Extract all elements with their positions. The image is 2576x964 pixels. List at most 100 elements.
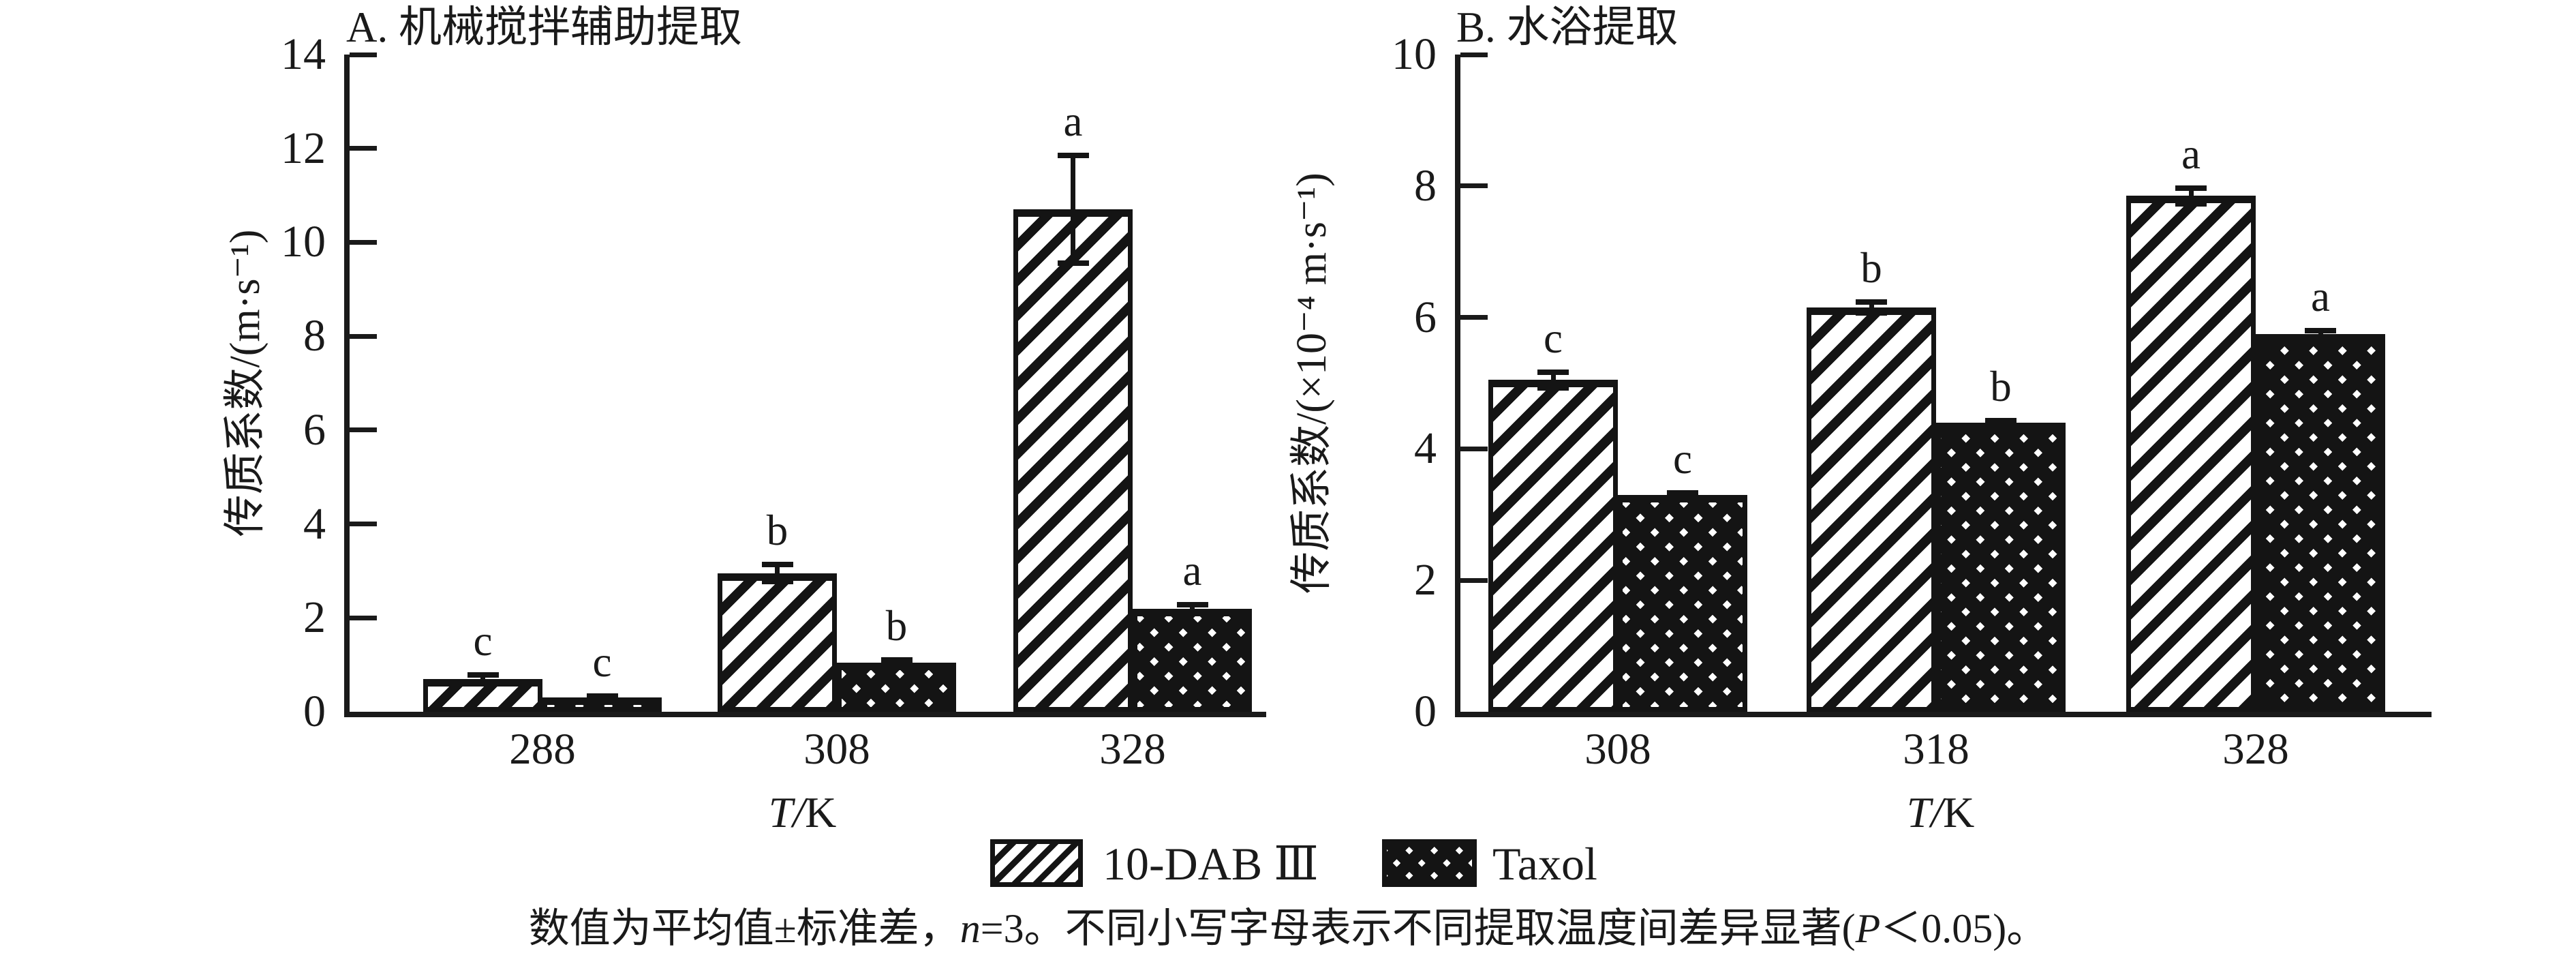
error-bar-cap-top: [761, 562, 793, 568]
bar-taxol-318: [1936, 422, 2066, 712]
x-axis-category-label: 308: [1584, 725, 1651, 774]
bar-10dab-328: [2126, 196, 2256, 712]
error-bar-cap-top: [1057, 153, 1089, 159]
y-axis-tick-label: 10: [1392, 29, 1437, 79]
bar-10dab-328: [1013, 209, 1133, 712]
y-axis-tick-label: 14: [281, 29, 326, 79]
y-axis-tick: [350, 239, 377, 245]
bar-taxol-308: [1618, 494, 1747, 712]
y-axis-tick: [1460, 52, 1488, 57]
panel-a-x-axis-title: T/K: [768, 788, 837, 837]
bar-taxol-328: [1133, 608, 1252, 712]
y-axis-tick-label: 8: [1414, 160, 1437, 211]
significance-letter: c: [1673, 435, 1692, 483]
error-bar-cap-bottom: [761, 579, 793, 585]
legend-label-taxol: Taxol: [1492, 838, 1597, 890]
error-bar-stem: [1550, 372, 1556, 388]
error-bar-cap-bottom: [2175, 200, 2207, 207]
y-axis-tick: [1460, 577, 1488, 583]
y-axis-tick: [1460, 183, 1488, 189]
panel-b-y-axis-label: 传质系数/(×10⁻⁴ m·s⁻¹): [1289, 172, 1335, 594]
error-bar-cap-bottom: [880, 662, 913, 668]
y-axis-tick-label: 6: [303, 404, 326, 455]
legend-swatch-diagonal-stripes-icon: [990, 839, 1083, 887]
error-bar-cap-bottom: [467, 680, 499, 686]
significance-letter: b: [766, 507, 788, 555]
bar-taxol-328: [2256, 333, 2385, 712]
legend-swatch-diamond-crosshatch-icon: [1382, 839, 1477, 887]
panel-b-x-axis-title: T/K: [1906, 788, 1975, 837]
y-axis-tick: [350, 522, 377, 527]
caption-segment: =3。不同小写字母表示不同提取温度间差异显著(: [980, 906, 1856, 951]
error-bar-stem: [1869, 302, 1874, 313]
significance-letter: a: [2181, 130, 2201, 178]
error-bar-stem: [2318, 330, 2323, 337]
x-axis-category-label: 288: [509, 725, 576, 774]
significance-letter: a: [1182, 547, 1202, 595]
bar-10dab-308: [718, 573, 837, 712]
y-axis-tick: [1460, 315, 1488, 320]
y-axis-tick-label: 0: [1414, 687, 1437, 736]
y-axis-tick: [350, 52, 377, 57]
error-bar-cap-top: [1667, 490, 1698, 496]
y-axis-tick-label: 10: [281, 217, 326, 267]
y-axis-tick-label: 0: [303, 687, 326, 736]
y-axis-tick-label: 4: [1414, 423, 1437, 474]
error-bar-cap-bottom: [1985, 421, 2017, 427]
bar-10dab-318: [1807, 307, 1936, 712]
error-bar-cap-top: [1856, 299, 1887, 305]
error-bar-stem: [2188, 187, 2194, 204]
panel-a-title: A. 机械搅拌辅助提取: [346, 3, 742, 51]
x-axis-category-label: 328: [1099, 725, 1166, 774]
error-bar-cap-top: [2305, 327, 2336, 333]
caption-segment: n: [960, 906, 981, 951]
panel-b-plot-area: 0 2 4 6 8 10 308 c c 318 b b 328 a a: [1392, 32, 2432, 773]
x-axis-category-label: 318: [1903, 725, 1969, 774]
significance-letter: c: [1544, 314, 1563, 362]
y-axis-tick: [350, 615, 377, 620]
significance-letter: c: [592, 638, 612, 687]
y-axis-tick: [350, 427, 377, 433]
panel-a-plot-area: 0 2 4 6 8 10 12 14 288 c c 308 b b 328 a a: [281, 32, 1266, 773]
y-axis-tick-label: 8: [303, 311, 326, 361]
bar-taxol-308: [837, 662, 956, 712]
error-bar-cap-bottom: [1176, 609, 1208, 616]
y-axis-tick-label: 2: [303, 592, 326, 643]
x-axis-category-label: 328: [2222, 725, 2289, 774]
caption-segment: P: [1855, 906, 1881, 951]
error-bar-cap-top: [2175, 185, 2207, 191]
y-axis-tick: [1460, 446, 1488, 451]
significance-letter: b: [1860, 244, 1882, 292]
error-bar-cap-bottom: [586, 696, 618, 702]
y-axis-tick-label: 4: [303, 498, 326, 549]
error-bar-cap-top: [1537, 369, 1569, 375]
y-axis-tick-label: 12: [281, 123, 326, 173]
significance-letter: a: [1063, 97, 1083, 146]
error-bar-cap-bottom: [1537, 385, 1569, 391]
y-axis-tick: [350, 146, 377, 151]
legend-label-10dab: 10-DAB Ⅲ: [1103, 838, 1319, 890]
error-bar-cap-bottom: [1856, 310, 1887, 316]
error-bar-cap-bottom: [1057, 260, 1089, 267]
error-bar-cap-top: [586, 693, 618, 699]
significance-letter: c: [473, 617, 493, 665]
caption-segment: 数值为平均值±标准差，: [528, 906, 960, 951]
y-axis-tick: [350, 333, 377, 339]
significance-letter: b: [885, 602, 908, 650]
error-bar-cap-top: [467, 672, 499, 678]
caption-segment: ＜0.05)。: [1880, 906, 2048, 951]
panel-b-title: B. 水浴提取: [1456, 3, 1678, 51]
error-bar-stem: [480, 675, 485, 683]
error-bar-cap-top: [1985, 417, 2017, 423]
significance-letter: a: [2311, 272, 2330, 320]
error-bar-cap-bottom: [2305, 334, 2336, 340]
y-axis-tick-label: 6: [1414, 292, 1437, 342]
error-bar-stem: [775, 564, 780, 582]
error-bar-stem: [1190, 605, 1195, 613]
figure-caption: 数值为平均值±标准差，n=3。不同小写字母表示不同提取温度间差异显著(P＜0.0…: [0, 904, 2576, 953]
error-bar-cap-top: [880, 657, 913, 663]
bar-10dab-308: [1488, 380, 1618, 712]
error-bar-cap-top: [1176, 602, 1208, 608]
error-bar-cap-bottom: [1667, 494, 1698, 500]
